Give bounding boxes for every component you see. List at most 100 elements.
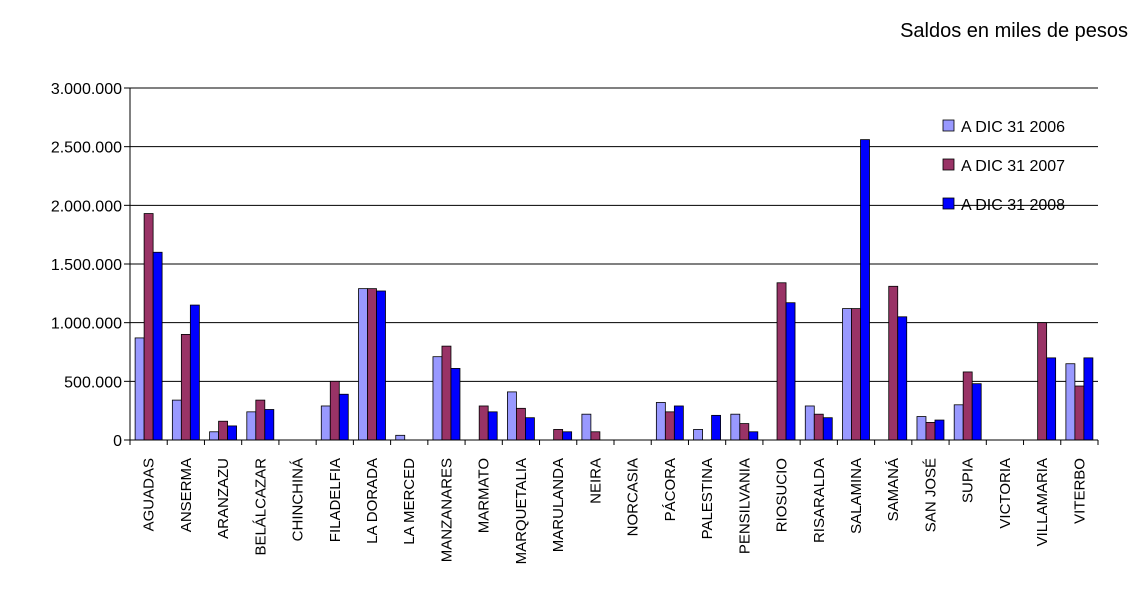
category-label: MARQUETALIA [513, 458, 530, 564]
bar [478, 405, 489, 441]
legend-swatch [942, 197, 955, 210]
bar [562, 431, 573, 441]
category-label: LA DORADA [364, 458, 381, 544]
bar [730, 413, 741, 441]
bar [143, 213, 154, 441]
bar [860, 139, 870, 441]
bar [338, 393, 349, 441]
bar [1037, 322, 1048, 441]
category-label: LA MERCED [401, 458, 418, 545]
bar [432, 356, 443, 441]
bar [1065, 363, 1076, 441]
bar [748, 431, 759, 441]
bar [1074, 385, 1085, 441]
gridlines [130, 87, 1098, 441]
legend-label: A DIC 31 2007 [961, 158, 1065, 175]
category-label: RISARALDA [811, 458, 828, 543]
bar [171, 399, 182, 441]
category-label: NORCASIA [625, 458, 642, 536]
bar [376, 290, 386, 441]
category-label: AGUADAS [141, 458, 158, 531]
bar [329, 380, 340, 441]
bar [358, 288, 368, 441]
y-tick-label: 2.500.000 [51, 140, 122, 157]
bar [189, 304, 200, 441]
bar [953, 404, 964, 441]
category-label: SAMANÁ [885, 458, 902, 521]
bar [693, 429, 703, 441]
bar [664, 411, 675, 441]
category-label: VILLAMARIA [1034, 458, 1051, 546]
y-tick-label: 0 [113, 433, 122, 450]
bar [264, 409, 275, 441]
bar [655, 402, 666, 441]
y-tick-label: 3.000.000 [51, 81, 122, 98]
y-tick-label: 2.000.000 [51, 198, 122, 215]
category-label: ARANZAZU [215, 458, 232, 539]
bar [441, 345, 452, 441]
bar [255, 399, 266, 441]
y-axis: 0 500.000 1.000.000 1.500.000 2.000.000 2.500… [51, 81, 131, 450]
category-label: CHINCHINÁ [290, 458, 307, 541]
bar [590, 431, 601, 441]
bar [487, 411, 498, 441]
category-label: FILADELFIA [327, 458, 344, 542]
legend: A DIC 31 2006 A DIC 31 2007 A DIC 31 2008 [942, 119, 1065, 214]
bar [395, 434, 406, 441]
category-label: ANSERMA [178, 458, 195, 532]
category-label: RIOSUCIO [774, 458, 791, 532]
bar [507, 391, 517, 441]
bars [134, 139, 1094, 441]
bar [227, 425, 237, 441]
bar [842, 308, 852, 441]
bar [673, 405, 684, 441]
bar [516, 407, 526, 441]
legend-swatch [942, 119, 955, 132]
bar [916, 416, 927, 441]
bar [180, 333, 191, 441]
bar [581, 413, 592, 441]
bar [320, 405, 331, 441]
y-tick-label: 500.000 [64, 374, 122, 391]
bar [246, 411, 257, 441]
bar [813, 413, 824, 441]
bar [822, 417, 833, 441]
category-label: MARMATO [476, 458, 493, 533]
category-label: NEIRA [587, 458, 604, 504]
bar [525, 417, 535, 441]
bar [209, 431, 219, 441]
bar [553, 429, 564, 441]
unit-label: Saldos en miles de pesos [900, 20, 1128, 42]
bar [971, 383, 982, 441]
category-label: MANZANARES [438, 458, 455, 562]
category-label: PALESTINA [699, 458, 716, 539]
category-label: VICTORIA [997, 458, 1014, 529]
category-label: MARULANDA [550, 458, 567, 552]
category-label: BELÁLCAZAR [252, 458, 269, 556]
category-label: VITERBO [1071, 458, 1088, 524]
bar [739, 423, 750, 441]
bar [450, 368, 461, 441]
category-label: PENSILVANIA [736, 458, 753, 554]
x-axis: AGUADAS ANSERMA ARANZAZU BELÁLCAZAR CHINCHIN… [129, 439, 1099, 564]
category-label: SAN JOSÉ [922, 458, 939, 532]
bar [897, 316, 908, 441]
bar [934, 419, 945, 441]
category-label: PÁCORA [662, 458, 679, 521]
y-tick-label: 1.000.000 [51, 316, 122, 333]
bar [134, 337, 145, 441]
bar [962, 371, 973, 441]
bar [785, 302, 796, 441]
bar [1046, 357, 1057, 441]
bar [1083, 357, 1094, 441]
bar [367, 288, 377, 441]
category-label: SUPIA [960, 458, 977, 503]
bar [711, 414, 721, 441]
y-tick-label: 1.500.000 [51, 257, 122, 274]
bar [851, 308, 861, 441]
bar [804, 405, 815, 441]
bar [925, 421, 936, 441]
bar [776, 282, 787, 441]
legend-swatch [942, 158, 955, 171]
